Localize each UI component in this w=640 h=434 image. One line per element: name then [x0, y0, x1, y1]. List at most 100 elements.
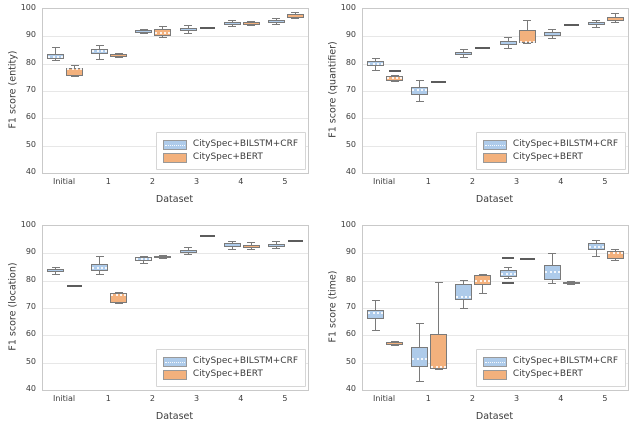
lower-whisker	[99, 54, 101, 60]
box-plot-box	[154, 255, 172, 259]
upper-whisker-cap	[247, 242, 256, 244]
upper-whisker	[438, 282, 440, 335]
degenerate-box-dash	[199, 27, 215, 30]
lower-whisker	[595, 25, 597, 28]
lower-whisker-cap	[95, 58, 104, 60]
upper-whisker-cap	[95, 45, 104, 47]
legend-swatch-median-line	[484, 361, 505, 363]
y-tick-label: 50	[345, 139, 356, 149]
upper-whisker	[595, 240, 597, 244]
x-tick-label: 3	[514, 177, 520, 186]
y-tick-label: 80	[25, 57, 36, 67]
lower-whisker-cap	[371, 329, 380, 331]
upper-whisker	[275, 18, 277, 20]
median-line	[500, 272, 516, 275]
box-plot-box	[267, 19, 285, 23]
x-tick-label: 5	[282, 394, 288, 403]
y-tick-label: 70	[25, 302, 36, 311]
box-plot-box	[367, 309, 385, 320]
legend-entry: CitySpec+BILSTM+CRF	[162, 139, 298, 150]
lower-whisker-cap	[523, 43, 532, 45]
median-line	[368, 311, 384, 314]
lower-whisker-cap	[70, 76, 79, 77]
legend-label: CitySpec+BILSTM+CRF	[192, 139, 298, 149]
box-plot-box	[223, 243, 241, 248]
y-tick-label: 100	[20, 3, 36, 12]
upper-whisker-cap	[390, 341, 399, 343]
y-tick-label: 40	[25, 384, 36, 393]
upper-whisker	[187, 247, 189, 251]
box-plot-box	[179, 250, 197, 254]
x-tick-label: 2	[469, 177, 475, 186]
upper-whisker	[507, 267, 509, 270]
upper-whisker	[551, 253, 553, 266]
x-tick-label: Initial	[53, 394, 76, 403]
lower-whisker-cap	[478, 292, 487, 294]
legend-swatch-bilstm-crf	[162, 139, 187, 150]
legend: CitySpec+BILSTM+CRF CitySpec+BERT	[475, 349, 626, 387]
legend-entry: CitySpec+BERT	[482, 152, 618, 163]
lower-whisker	[99, 271, 101, 275]
upper-whisker-cap	[459, 48, 468, 50]
x-tick-label: 4	[238, 394, 244, 403]
upper-whisker	[614, 249, 616, 251]
lower-whisker-cap	[158, 258, 167, 260]
median-line	[111, 294, 127, 297]
plot-area: CitySpec+BILSTM+CRF CitySpec+BERT	[362, 8, 629, 174]
upper-whisker-cap	[158, 254, 167, 256]
legend-entry: CitySpec+BILSTM+CRF	[482, 139, 618, 150]
gridline	[43, 118, 308, 120]
y-tick-label: 90	[25, 247, 36, 257]
legend-swatch-median-line	[484, 144, 505, 146]
median-line	[387, 76, 403, 79]
upper-whisker	[187, 25, 189, 28]
upper-whisker-cap	[548, 29, 557, 31]
y-tick-label: 70	[345, 302, 356, 311]
box-plot-box	[430, 334, 448, 370]
upper-whisker	[375, 300, 377, 310]
lower-whisker-cap	[371, 70, 380, 71]
y-tick-label: 70	[25, 85, 36, 94]
lower-whisker-cap	[504, 277, 513, 279]
lower-whisker-cap	[114, 56, 123, 58]
x-tick-label: 1	[425, 177, 431, 186]
x-tick-label: 5	[602, 394, 608, 403]
upper-whisker-cap	[592, 19, 601, 21]
upper-whisker	[375, 58, 377, 62]
plot-area: CitySpec+BILSTM+CRF CitySpec+BERT	[42, 225, 309, 391]
median-line	[607, 251, 623, 254]
upper-whisker-cap	[459, 280, 468, 282]
upper-whisker-cap	[548, 252, 557, 254]
lower-whisker-cap	[611, 260, 620, 262]
x-tick-label: 5	[602, 177, 608, 186]
y-tick-label: 100	[340, 220, 356, 229]
upper-whisker-cap	[415, 323, 424, 325]
lower-whisker-cap	[548, 282, 557, 284]
lower-whisker	[55, 58, 57, 61]
upper-whisker-cap	[51, 266, 60, 268]
legend: CitySpec+BILSTM+CRF CitySpec+BERT	[155, 132, 306, 170]
subplot-entity: F1 score (entity) CitySpec+BILSTM+CRF Cit…	[0, 0, 320, 217]
gridline	[363, 91, 628, 92]
upper-whisker	[250, 21, 252, 23]
x-axis-label: Dataset	[155, 411, 194, 422]
box-plot-box	[411, 347, 429, 368]
upper-whisker	[294, 12, 296, 15]
gridline	[363, 253, 628, 255]
upper-whisker-cap	[184, 25, 193, 27]
y-tick-label: 80	[345, 274, 356, 284]
subplot-location: F1 score (location) CitySpec+BILSTM+CRF C…	[0, 217, 320, 434]
median-line	[136, 257, 152, 260]
median-line	[431, 366, 447, 369]
lower-whisker-cap	[247, 249, 256, 250]
upper-whisker-cap	[139, 255, 148, 257]
lower-whisker	[143, 261, 145, 264]
upper-whisker-cap	[95, 255, 104, 257]
upper-whisker-cap	[415, 79, 424, 81]
x-tick-label: 1	[105, 394, 111, 403]
box-plot-box	[606, 17, 624, 21]
legend-label: CitySpec+BILSTM+CRF	[512, 356, 618, 366]
median-line	[456, 295, 472, 298]
upper-whisker	[507, 37, 509, 41]
median-line	[67, 68, 83, 71]
